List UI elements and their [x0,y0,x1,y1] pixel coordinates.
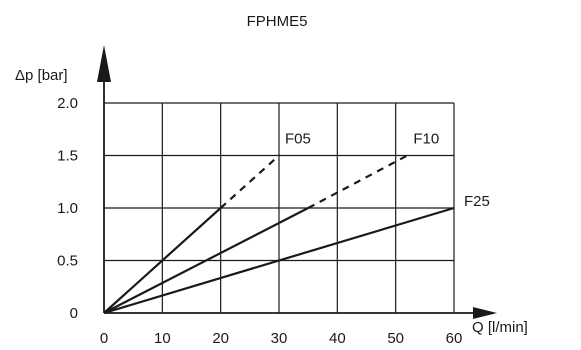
x-tick-label-30: 30 [271,330,288,347]
series-dashed-f10 [307,154,408,209]
chart-title: FPHME5 [247,13,308,30]
series-label-f25: F25 [464,193,490,210]
y-axis-arrow [97,45,111,82]
x-tick-label-20: 20 [212,330,229,347]
y-tick-label-1-5: 1.5 [57,148,78,165]
x-tick-label-10: 10 [154,330,171,347]
series-lines: F05 F10 F25 [103,131,490,315]
series-dashed-f05 [219,154,280,209]
grid [104,102,455,313]
y-axis-label: Δp [bar] [15,67,68,84]
series-line-f25 [103,206,455,315]
y-tick-label-0-5: 0.5 [57,253,78,270]
x-tick-label-60: 60 [446,330,463,347]
x-tick-label-40: 40 [329,330,346,347]
series-line-f10 [103,207,309,314]
axes [97,45,497,319]
x-tick-label-50: 50 [387,330,404,347]
x-axis-label: Q [l/min] [472,319,528,336]
y-tick-label-2-0: 2.0 [57,95,78,112]
y-tick-label-0: 0 [70,305,78,322]
x-tick-label-0: 0 [100,330,108,347]
series-line-f05 [103,207,222,314]
x-axis-arrow [473,307,497,319]
tick-labels: 0 10 20 30 40 50 60 0 0.5 1.0 1.5 2.0 [57,95,462,347]
series-label-f10: F10 [413,131,439,148]
y-tick-label-1-0: 1.0 [57,200,78,217]
series-label-f05: F05 [285,131,311,148]
